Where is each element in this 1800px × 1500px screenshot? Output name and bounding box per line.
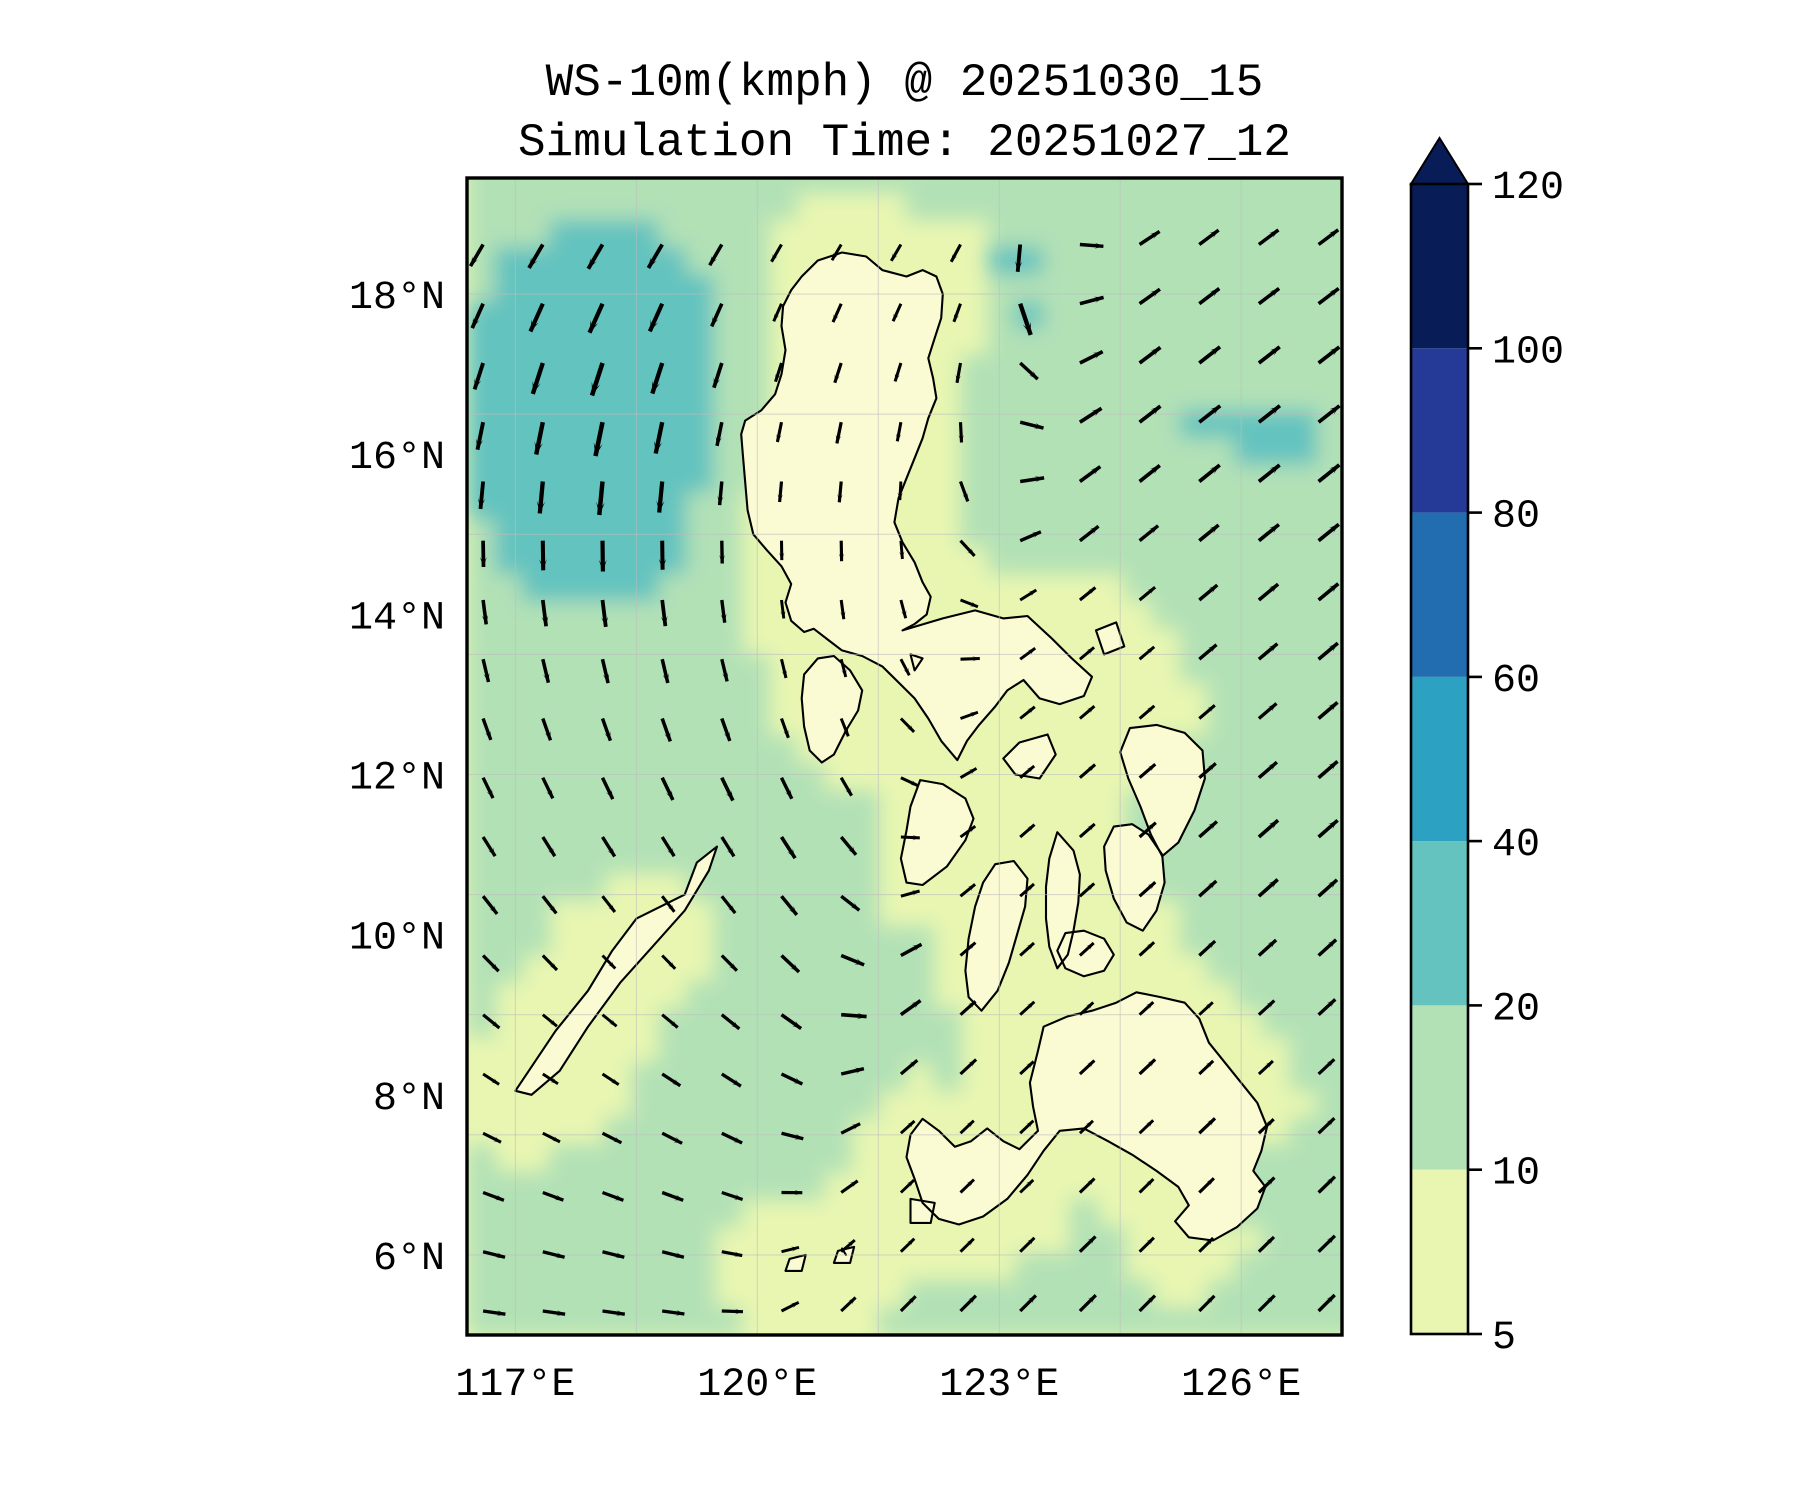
svg-text:100: 100 <box>1492 330 1564 375</box>
svg-text:80: 80 <box>1492 495 1540 540</box>
svg-text:8°N: 8°N <box>373 1077 445 1122</box>
svg-text:10°N: 10°N <box>349 917 445 962</box>
svg-text:6°N: 6°N <box>373 1237 445 1282</box>
svg-text:60: 60 <box>1492 659 1540 704</box>
svg-text:16°N: 16°N <box>349 436 445 481</box>
svg-text:18°N: 18°N <box>349 276 445 321</box>
svg-text:40: 40 <box>1492 823 1540 868</box>
svg-text:12°N: 12°N <box>349 757 445 802</box>
svg-text:WS-10m(kmph) @ 20251030_15: WS-10m(kmph) @ 20251030_15 <box>546 57 1264 109</box>
svg-text:20: 20 <box>1492 987 1540 1032</box>
svg-text:14°N: 14°N <box>349 596 445 641</box>
svg-text:123°E: 123°E <box>939 1363 1059 1408</box>
svg-text:117°E: 117°E <box>455 1363 575 1408</box>
svg-text:10: 10 <box>1492 1152 1540 1197</box>
svg-text:120: 120 <box>1492 166 1564 211</box>
svg-text:5: 5 <box>1492 1316 1516 1361</box>
svg-text:Simulation Time: 20251027_12: Simulation Time: 20251027_12 <box>518 117 1291 169</box>
svg-text:120°E: 120°E <box>697 1363 817 1408</box>
svg-text:126°E: 126°E <box>1181 1363 1301 1408</box>
